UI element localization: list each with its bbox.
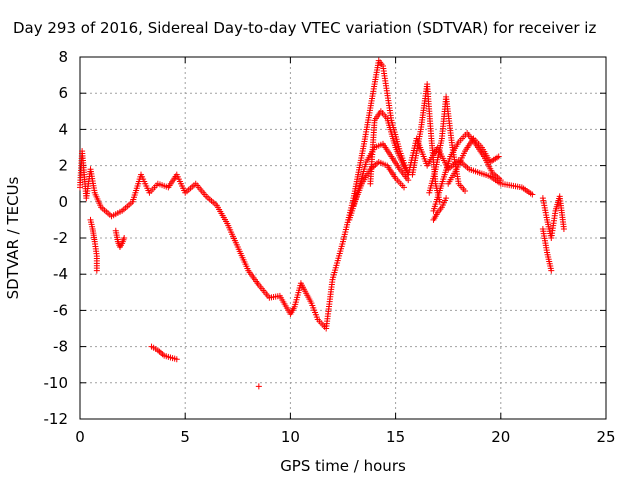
y-axis-label: SDTVAR / TECUs: [4, 176, 22, 299]
series-lower-branch: [350, 158, 408, 209]
x-axis-label: GPS time / hours: [280, 457, 406, 475]
series-tail-22-low: [539, 225, 555, 274]
x-tick-label: 15: [386, 428, 405, 446]
series-scatter-near-0: [87, 216, 100, 274]
series-tail-22: [539, 193, 567, 241]
x-tick-label: 0: [75, 428, 85, 446]
y-tick-label: -2: [53, 229, 68, 247]
series-outlier: [255, 383, 262, 390]
series-branch-18-b: [445, 135, 502, 187]
y-tick-label: 2: [58, 157, 68, 175]
grid-lines: [80, 57, 606, 419]
data-point: [405, 177, 412, 184]
x-tick-label: 25: [596, 428, 615, 446]
series-dip-2: [112, 227, 128, 251]
y-tick-label: -10: [44, 374, 69, 392]
data-point: [255, 383, 262, 390]
data-point: [560, 225, 567, 232]
y-tick-label: 4: [58, 120, 68, 138]
data-point: [529, 191, 536, 198]
series-main-track: [77, 57, 536, 332]
x-axis: 0 5 10 15 20 25: [75, 57, 616, 446]
y-tick-label: -12: [44, 410, 69, 428]
y-tick-label: 8: [58, 48, 68, 66]
series-segment-3-5: [148, 343, 180, 363]
data-point: [497, 177, 504, 184]
y-tick-label: -8: [53, 338, 68, 356]
data-point: [158, 349, 165, 356]
series-upper-branch: [367, 108, 412, 187]
data-point: [173, 356, 180, 363]
chart-title: Day 293 of 2016, Sidereal Day-to-day VTE…: [13, 19, 596, 37]
data-point: [495, 153, 502, 160]
series-dip-17: [430, 195, 450, 223]
data-point: [401, 184, 408, 191]
y-tick-label: 0: [58, 193, 68, 211]
y-tick-label: -4: [53, 265, 68, 283]
x-tick-label: 5: [180, 428, 190, 446]
x-tick-label: 10: [281, 428, 300, 446]
data-point: [548, 267, 555, 274]
y-axis: -12 -10 -8 -6 -4 -2 0 2 4 6 8: [44, 48, 606, 428]
x-tick-label: 20: [491, 428, 510, 446]
data-point: [443, 195, 450, 202]
data-point: [462, 187, 469, 194]
y-tick-label: 6: [58, 84, 68, 102]
plot-frame: [79, 56, 607, 420]
data-point: [121, 235, 128, 241]
data-point: [93, 267, 100, 274]
y-tick-label: -6: [53, 301, 68, 319]
data-points: [77, 57, 567, 390]
